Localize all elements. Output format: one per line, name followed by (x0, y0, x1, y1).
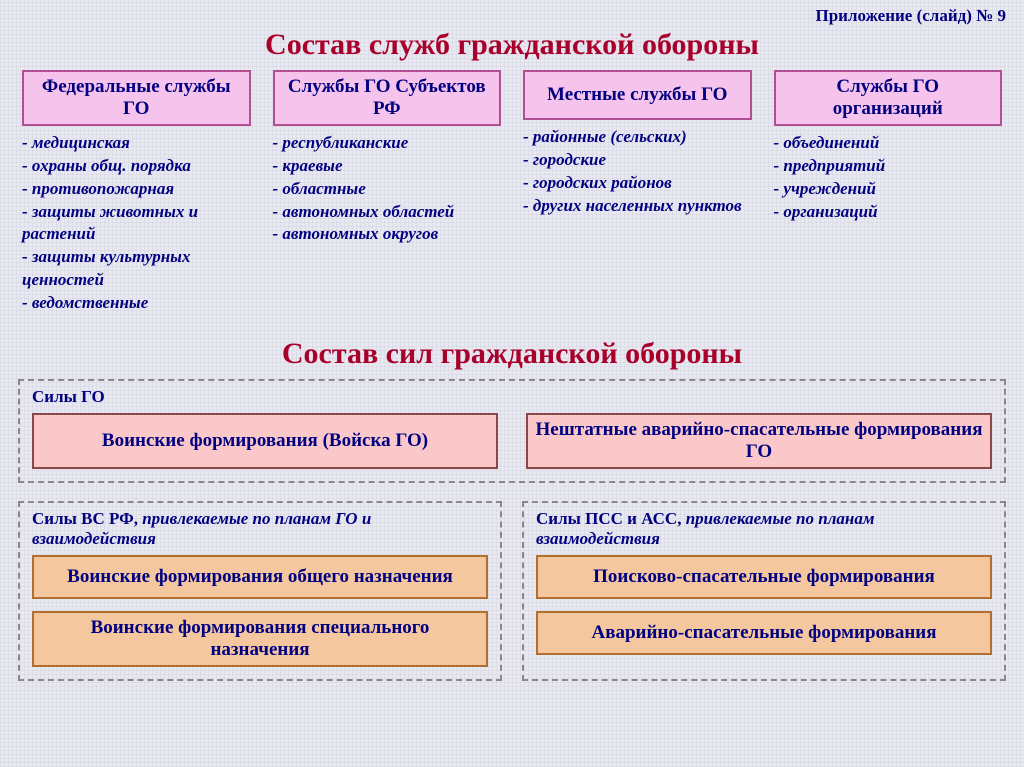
services-list-item: - городские (523, 149, 752, 172)
forces-vs-label: Силы ВС РФ, привлекаемые по планам ГО и … (32, 509, 488, 549)
services-list-item: - защиты культурных ценностей (22, 246, 251, 292)
services-list-item: - ведомственные (22, 292, 251, 315)
services-list-item: - учреждений (774, 178, 1003, 201)
services-list-item: - районные (сельских) (523, 126, 752, 149)
services-list-item: - охраны общ. порядка (22, 155, 251, 178)
services-list-item: - автономных областей (273, 201, 502, 224)
slide-annotation: Приложение (слайд) № 9 (815, 6, 1006, 26)
services-list-item: - защиты животных и растений (22, 201, 251, 247)
services-list-item: - предприятий (774, 155, 1003, 178)
forces-go-label: Силы ГО (32, 387, 992, 407)
services-column-header: Федеральные службы ГО (22, 70, 251, 126)
services-column-header: Службы ГО организаций (774, 70, 1003, 126)
forces-vs-box-1: Воинские формирования общего назначения (32, 555, 488, 599)
forces-go-box-1: Воинские формирования (Войска ГО) (32, 413, 498, 469)
services-column: Местные службы ГО- районные (сельских)- … (519, 70, 756, 315)
services-columns: Федеральные службы ГО - медицинская- охра… (18, 70, 1006, 315)
services-column: Службы ГО Субъектов РФ- республиканские-… (269, 70, 506, 315)
services-column-list: - республиканские- краевые- областные- а… (273, 132, 502, 247)
services-list-item: - краевые (273, 155, 502, 178)
forces-pss-box-1: Поисково-спасательные формирования (536, 555, 992, 599)
services-list-item: - областные (273, 178, 502, 201)
forces-vs-group: Силы ВС РФ, привлекаемые по планам ГО и … (18, 501, 502, 681)
services-list-item: - республиканские (273, 132, 502, 155)
services-column-list: - медицинская- охраны общ. порядка- прот… (22, 132, 251, 316)
services-column-list: - районные (сельских)- городские- городс… (523, 126, 752, 218)
services-list-item: - других населенных пунктов (523, 195, 752, 218)
services-column: Федеральные службы ГО - медицинская- охра… (18, 70, 255, 315)
services-column-header: Местные службы ГО (523, 70, 752, 120)
title-services: Состав служб гражданской обороны (18, 28, 1006, 62)
services-list-item: - городских районов (523, 172, 752, 195)
forces-go-box-2: Нештатные аварийно-спасательные формиров… (526, 413, 992, 469)
forces-vs-label-main: Силы ВС РФ, (32, 509, 138, 528)
services-column: Службы ГО организаций - объединений- пред… (770, 70, 1007, 315)
forces-pss-label: Силы ПСС и АСС, привлекаемые по планам в… (536, 509, 992, 549)
services-column-list: - объединений- предприятий- учреждений- … (774, 132, 1003, 224)
services-list-item: - медицинская (22, 132, 251, 155)
services-list-item: - автономных округов (273, 223, 502, 246)
services-list-item: - объединений (774, 132, 1003, 155)
forces-pss-label-main: Силы ПСС и АСС, (536, 509, 681, 528)
forces-pss-group: Силы ПСС и АСС, привлекаемые по планам в… (522, 501, 1006, 681)
services-column-header: Службы ГО Субъектов РФ (273, 70, 502, 126)
services-list-item: - противопожарная (22, 178, 251, 201)
forces-pss-box-2: Аварийно-спасательные формирования (536, 611, 992, 655)
forces-vs-box-2: Воинские формирования специального назна… (32, 611, 488, 667)
title-forces: Состав сил гражданской обороны (18, 337, 1006, 371)
forces-go-group: Силы ГО Воинские формирования (Войска ГО… (18, 379, 1006, 483)
services-list-item: - организаций (774, 201, 1003, 224)
